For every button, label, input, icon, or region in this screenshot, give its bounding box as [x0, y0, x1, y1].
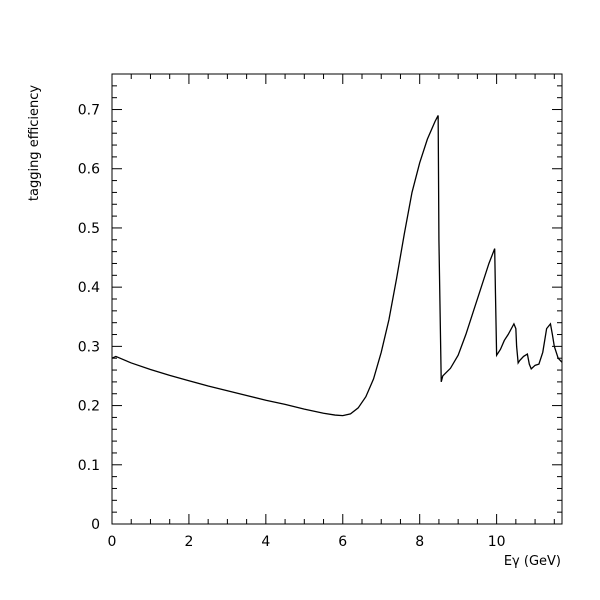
plot-frame — [111, 73, 563, 525]
y-tick-label: 0 — [91, 517, 100, 533]
y-tick-label: 0.4 — [78, 280, 100, 296]
y-tick-label: 0.7 — [78, 103, 100, 119]
y-tick-labels: 0 0.1 0.2 0.3 0.4 0.5 0.6 0.7 — [78, 103, 100, 533]
x-tick-label: 4 — [261, 534, 270, 550]
efficiency-curve — [111, 115, 563, 417]
y-tick-label: 0.1 — [78, 458, 100, 474]
y-tick-label: 0.6 — [78, 162, 100, 178]
y-tick-label: 0.5 — [78, 221, 100, 237]
x-tick-label: 8 — [415, 534, 424, 550]
x-axis-title: Eγ (GeV) — [504, 554, 561, 569]
y-axis-title: tagging efficiency — [27, 85, 42, 202]
y-tick-label: 0.3 — [78, 339, 100, 355]
x-tick-label: 0 — [108, 534, 117, 550]
x-tick-label: 10 — [488, 534, 506, 550]
major-ticks — [111, 74, 562, 525]
y-tick-label: 0.2 — [78, 399, 100, 415]
x-tick-labels: 0 2 4 6 8 10 — [108, 534, 506, 550]
minor-ticks — [112, 73, 562, 524]
x-tick-label: 2 — [184, 534, 193, 550]
x-tick-label: 6 — [338, 534, 347, 550]
